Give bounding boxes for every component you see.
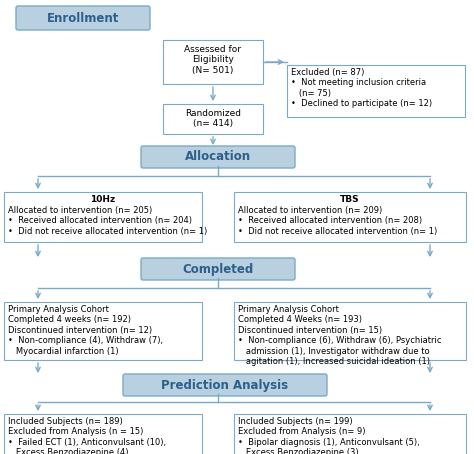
FancyBboxPatch shape (141, 258, 295, 280)
Text: Primary Analysis Cohort
Completed 4 weeks (n= 192)
Discontinued intervention (n=: Primary Analysis Cohort Completed 4 week… (8, 305, 163, 355)
FancyBboxPatch shape (141, 146, 295, 168)
Text: TBS: TBS (340, 195, 360, 204)
Text: Allocated to intervention (n= 205)
•  Received allocated intervention (n= 204)
•: Allocated to intervention (n= 205) • Rec… (8, 206, 207, 236)
Text: Excluded (n= 87)
•  Not meeting inclusion criteria
   (n= 75)
•  Declined to par: Excluded (n= 87) • Not meeting inclusion… (291, 68, 432, 108)
Text: Assessed for
Eligibility
(N= 501): Assessed for Eligibility (N= 501) (184, 45, 241, 75)
FancyBboxPatch shape (234, 302, 466, 360)
Text: Enrollment: Enrollment (47, 11, 119, 25)
Text: 10Hz: 10Hz (91, 195, 116, 204)
Text: Randomized
(n= 414): Randomized (n= 414) (185, 109, 241, 128)
Text: Primary Analysis Cohort
Completed 4 Weeks (n= 193)
Discontinued intervention (n=: Primary Analysis Cohort Completed 4 Week… (238, 305, 441, 366)
FancyBboxPatch shape (4, 414, 202, 454)
FancyBboxPatch shape (163, 104, 263, 134)
Text: Completed: Completed (182, 262, 254, 276)
FancyBboxPatch shape (16, 6, 150, 30)
FancyBboxPatch shape (163, 40, 263, 84)
FancyBboxPatch shape (234, 414, 466, 454)
FancyBboxPatch shape (123, 374, 327, 396)
FancyBboxPatch shape (234, 192, 466, 242)
Text: Included Subjects (n= 199)
Excluded from Analysis (n= 9)
•  Bipolar diagnosis (1: Included Subjects (n= 199) Excluded from… (238, 417, 420, 454)
FancyBboxPatch shape (287, 65, 465, 117)
Text: Allocation: Allocation (185, 150, 251, 163)
Text: Included Subjects (n= 189)
Excluded from Analysis (n = 15)
•  Failed ECT (1), An: Included Subjects (n= 189) Excluded from… (8, 417, 166, 454)
Text: Allocated to intervention (n= 209)
•  Received allocated intervention (n= 208)
•: Allocated to intervention (n= 209) • Rec… (238, 206, 437, 236)
FancyBboxPatch shape (4, 192, 202, 242)
Text: Prediction Analysis: Prediction Analysis (162, 379, 289, 391)
FancyBboxPatch shape (4, 302, 202, 360)
